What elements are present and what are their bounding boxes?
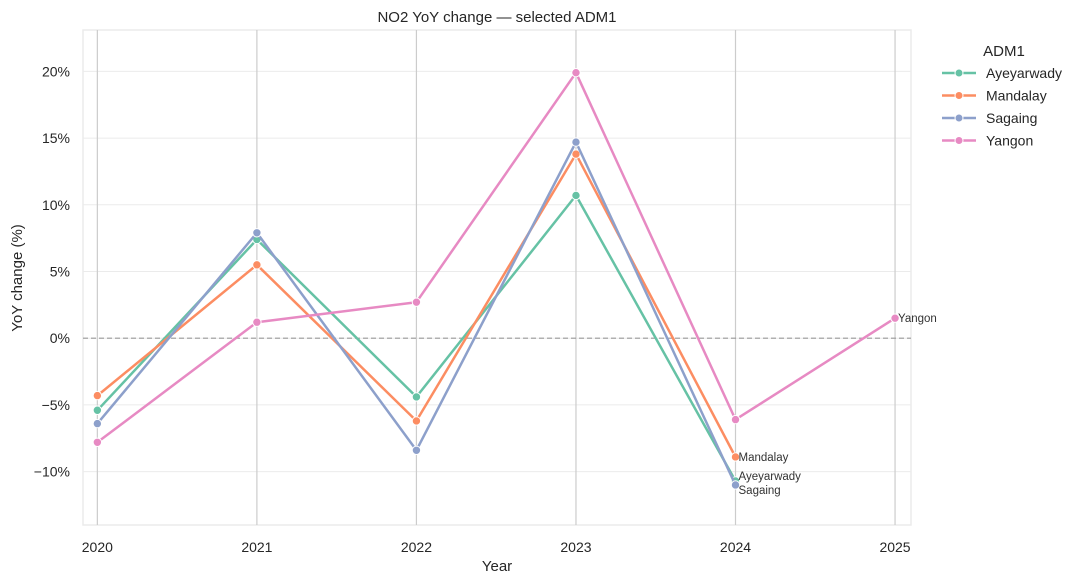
legend-label: Yangon bbox=[986, 133, 1033, 149]
data-point-mandalay bbox=[252, 260, 262, 270]
end-label-yangon: Yangon bbox=[898, 313, 937, 325]
chart-title: NO2 YoY change — selected ADM1 bbox=[377, 9, 616, 26]
x-tick-label: 2020 bbox=[82, 539, 113, 555]
data-point-yangon bbox=[730, 414, 741, 425]
data-point-mandalay bbox=[411, 416, 422, 426]
series-line-yangon bbox=[96, 71, 896, 444]
y-axis-label: YoY change (%) bbox=[9, 224, 26, 332]
y-tick-label: 5% bbox=[50, 263, 70, 279]
series-yangon bbox=[92, 67, 900, 447]
y-tick-label: 10% bbox=[42, 197, 70, 213]
data-point-yangon bbox=[411, 297, 422, 307]
x-tick-label: 2024 bbox=[720, 539, 751, 555]
series-layer bbox=[92, 67, 900, 490]
data-point-yangon bbox=[890, 313, 900, 323]
end-label-sagaing: Sagaing bbox=[739, 485, 781, 497]
x-tick-labels: 2020 2021 2022 2023 2024 2025 bbox=[82, 539, 911, 555]
legend-marker-icon bbox=[954, 91, 964, 100]
data-point-sagaing bbox=[730, 480, 741, 490]
data-point-yangon bbox=[92, 437, 103, 447]
y-tick-label: −5% bbox=[42, 397, 70, 413]
end-label-ayeyarwady: Ayeyarwady bbox=[739, 471, 802, 483]
x-axis-label: Year bbox=[482, 558, 512, 575]
data-point-sagaing bbox=[571, 137, 581, 147]
legend: ADM1 Ayeyarwady Mandalay Sagaing Yangon bbox=[942, 43, 1062, 149]
y-tick-label: 15% bbox=[42, 130, 70, 146]
data-point-mandalay bbox=[92, 390, 103, 401]
data-point-mandalay bbox=[730, 452, 741, 462]
data-point-sagaing bbox=[411, 445, 422, 455]
legend-marker-icon bbox=[954, 113, 964, 123]
legend-item-sagaing: Sagaing bbox=[942, 110, 1037, 126]
legend-item-yangon: Yangon bbox=[942, 133, 1033, 149]
legend-label: Mandalay bbox=[986, 88, 1047, 104]
data-point-yangon bbox=[571, 67, 581, 78]
end-label-mandalay: Mandalay bbox=[739, 452, 789, 464]
y-tick-label: 20% bbox=[42, 63, 70, 79]
x-tick-label: 2021 bbox=[241, 539, 272, 555]
legend-label: Sagaing bbox=[986, 110, 1037, 126]
plot-background bbox=[82, 29, 912, 526]
series-sagaing bbox=[92, 137, 741, 490]
y-tick-label: −10% bbox=[34, 464, 70, 480]
data-point-sagaing bbox=[92, 418, 103, 429]
data-point-sagaing bbox=[252, 228, 262, 238]
data-point-ayeyarwady bbox=[92, 405, 103, 415]
data-point-ayeyarwady bbox=[411, 392, 422, 402]
vertical-gridlines bbox=[96, 30, 896, 525]
legend-item-ayeyarwady: Ayeyarwady bbox=[942, 65, 1062, 81]
legend-label: Ayeyarwady bbox=[986, 65, 1062, 81]
legend-marker-icon bbox=[954, 68, 964, 78]
data-point-mandalay bbox=[571, 149, 581, 159]
end-labels: Ayeyarwady Mandalay Sagaing Yangon bbox=[739, 313, 937, 497]
x-tick-label: 2023 bbox=[560, 539, 591, 555]
y-tick-label: 0% bbox=[50, 330, 70, 346]
data-point-yangon bbox=[252, 317, 262, 327]
x-tick-label: 2025 bbox=[879, 539, 910, 555]
legend-item-mandalay: Mandalay bbox=[942, 88, 1047, 104]
x-tick-label: 2022 bbox=[401, 539, 432, 555]
legend-title: ADM1 bbox=[983, 43, 1025, 60]
y-tick-labels: −10% −5% 0% 5% 10% 15% 20% bbox=[34, 63, 70, 479]
data-point-ayeyarwady bbox=[571, 190, 581, 201]
legend-marker-icon bbox=[954, 136, 964, 145]
